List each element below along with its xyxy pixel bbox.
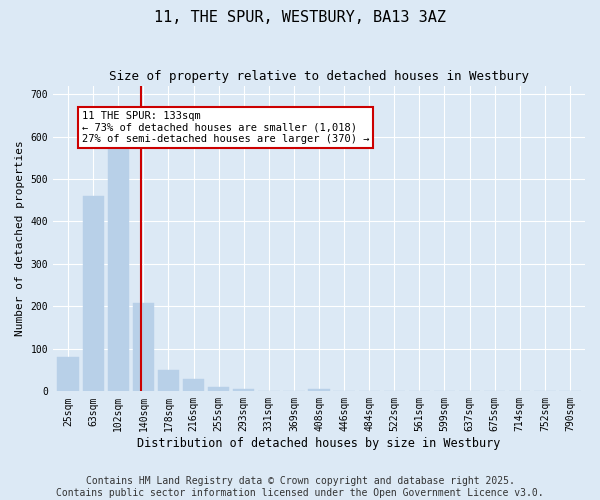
Y-axis label: Number of detached properties: Number of detached properties <box>15 140 25 336</box>
Text: Contains HM Land Registry data © Crown copyright and database right 2025.
Contai: Contains HM Land Registry data © Crown c… <box>56 476 544 498</box>
Text: 11 THE SPUR: 133sqm
← 73% of detached houses are smaller (1,018)
27% of semi-det: 11 THE SPUR: 133sqm ← 73% of detached ho… <box>82 111 370 144</box>
Bar <box>58 358 79 392</box>
Bar <box>233 389 254 392</box>
Bar <box>158 370 179 392</box>
Bar <box>208 387 229 392</box>
Text: 11, THE SPUR, WESTBURY, BA13 3AZ: 11, THE SPUR, WESTBURY, BA13 3AZ <box>154 10 446 25</box>
Bar <box>83 196 104 392</box>
Bar <box>133 304 154 392</box>
Title: Size of property relative to detached houses in Westbury: Size of property relative to detached ho… <box>109 70 529 83</box>
Bar <box>183 378 204 392</box>
Bar <box>308 389 329 392</box>
X-axis label: Distribution of detached houses by size in Westbury: Distribution of detached houses by size … <box>137 437 501 450</box>
Bar <box>107 150 129 392</box>
